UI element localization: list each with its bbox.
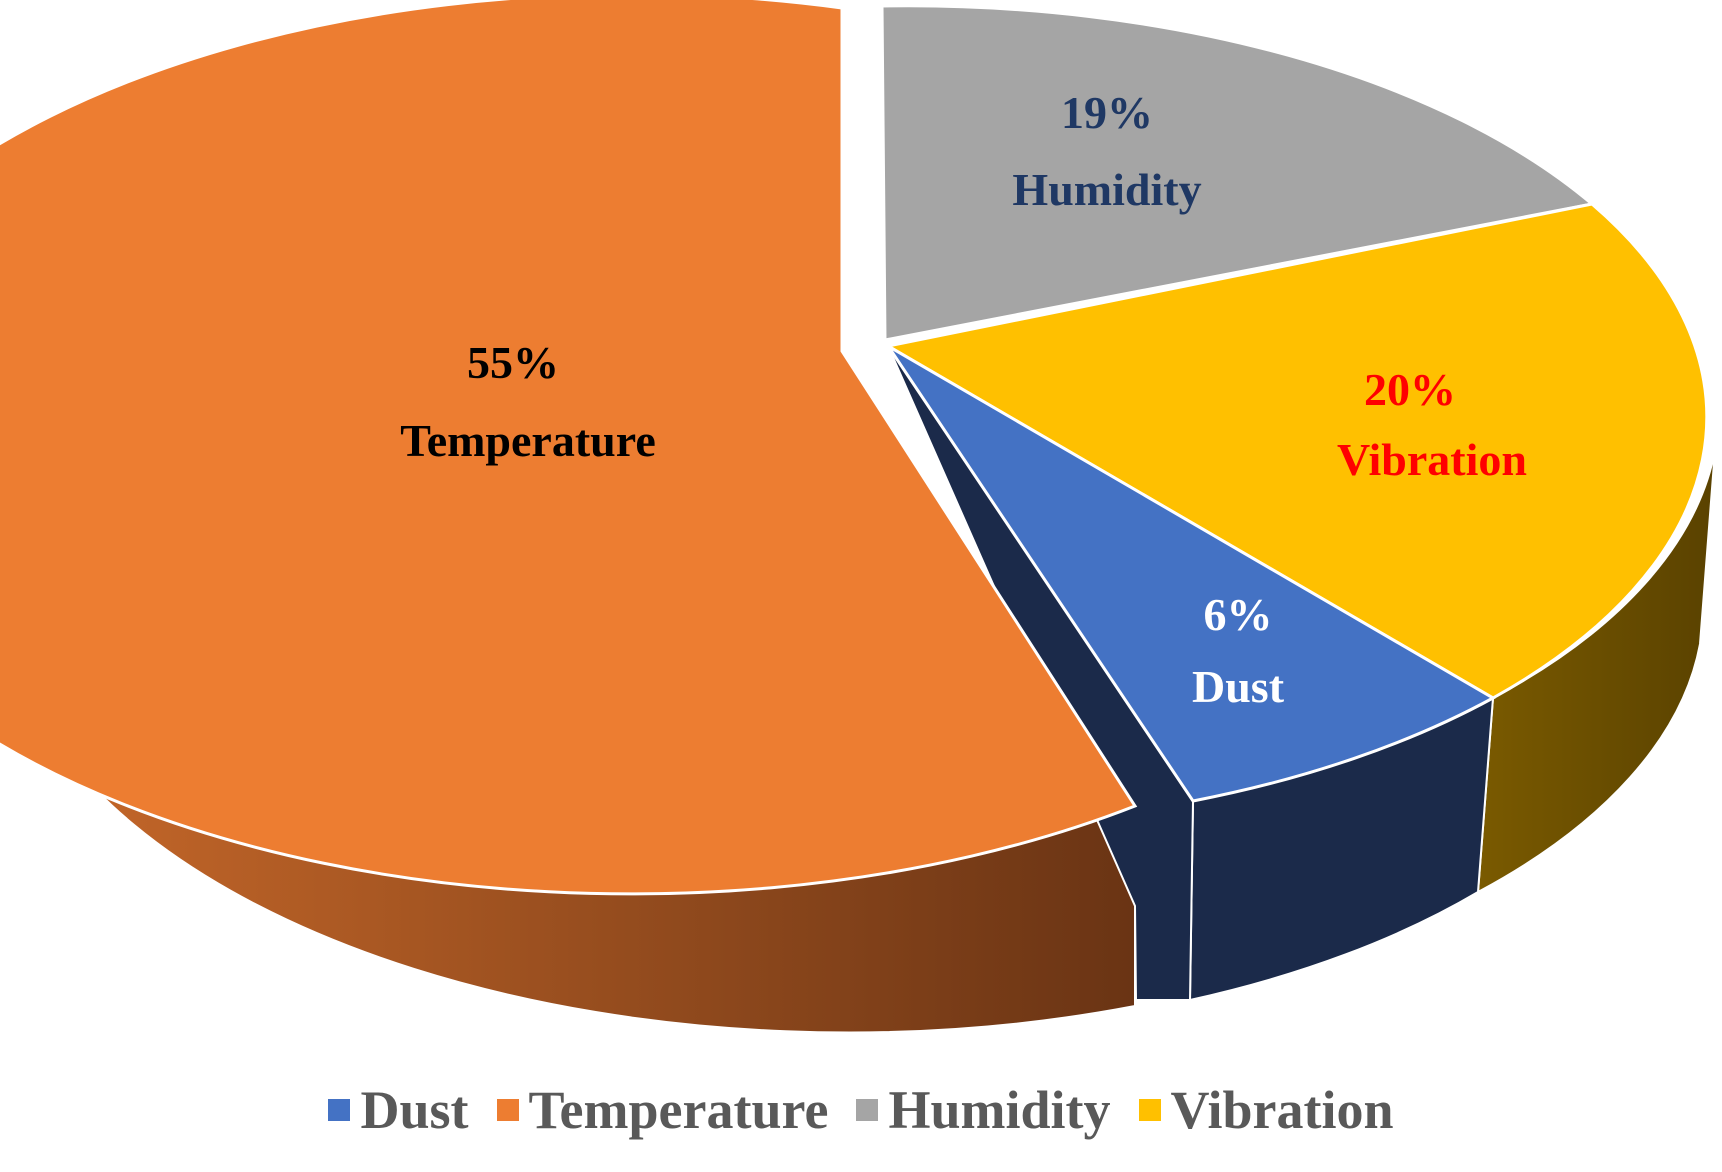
slice-labels: 55% Temperature 19% Humidity 20% Vibrati… (400, 87, 1527, 712)
label-humidity-pct: 19% (1061, 87, 1153, 138)
legend-swatch-humidity (856, 1099, 879, 1121)
slice-dust (886, 344, 1497, 803)
legend-item-temperature: Temperature (496, 1079, 829, 1141)
legend-item-dust: Dust (328, 1079, 469, 1141)
legend-swatch-dust (328, 1099, 351, 1121)
legend-item-vibration: Vibration (1138, 1079, 1394, 1141)
legend-swatch-temperature (496, 1099, 519, 1121)
slice-vibration (883, 202, 1709, 700)
legend-item-humidity: Humidity (856, 1079, 1111, 1141)
label-dust-pct: 6% (1204, 589, 1273, 640)
label-humidity-name: Humidity (1012, 164, 1201, 215)
legend-label-temperature: Temperature (528, 1080, 829, 1140)
slice-humidity (880, 4, 1596, 342)
label-dust-name: Dust (1192, 661, 1285, 712)
legend-swatch-vibration (1138, 1099, 1161, 1121)
label-temperature-pct: 55% (467, 337, 559, 388)
legend-label-dust: Dust (360, 1080, 469, 1140)
chart-legend: Dust Temperature Humidity Vibration (0, 1075, 1722, 1145)
slice-tops (0, 0, 1709, 896)
label-vibration-pct: 20% (1364, 364, 1456, 415)
label-vibration-name: Vibration (1337, 434, 1527, 485)
legend-label-humidity: Humidity (888, 1080, 1111, 1140)
legend-label-vibration: Vibration (1170, 1080, 1394, 1140)
label-temperature-name: Temperature (400, 415, 656, 466)
slice-temperature (0, 0, 1135, 894)
